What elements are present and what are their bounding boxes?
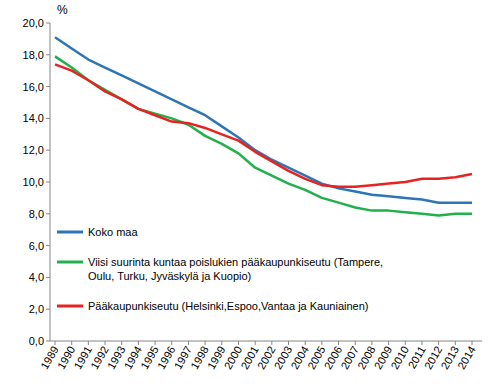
y-axis-label: % (57, 3, 68, 17)
y-tick-label: 18,0 (23, 49, 44, 61)
plot-area (55, 37, 472, 215)
y-tick (46, 54, 50, 55)
y-tick-label: 14,0 (23, 112, 44, 124)
legend-swatch (57, 231, 83, 234)
y-tick-label: 6,0 (29, 240, 44, 252)
x-tick (388, 341, 389, 345)
y-tick-label: 0,0 (29, 335, 44, 347)
y-tick-label: 8,0 (29, 208, 44, 220)
legend-label: Pääkaupunkiseutu (Helsinki,Espoo,Vantaa … (88, 300, 368, 312)
y-tick-label: 2,0 (29, 303, 44, 315)
x-tick (105, 341, 106, 345)
y-tick (46, 118, 50, 119)
x-tick (155, 341, 156, 345)
x-tick (455, 341, 456, 345)
y-tick (46, 245, 50, 246)
legend-swatch (57, 305, 83, 308)
legend-label: Viisi suurinta kuntaa poislukien pääkaup… (88, 256, 383, 282)
x-tick (271, 341, 272, 345)
y-tick (46, 23, 50, 24)
y-tick-label: 4,0 (29, 271, 44, 283)
x-tick (88, 341, 89, 345)
x-tick (438, 341, 439, 345)
series-line (55, 64, 472, 186)
y-tick (46, 182, 50, 183)
x-tick (71, 341, 72, 345)
x-tick (288, 341, 289, 345)
x-tick (188, 341, 189, 345)
x-tick (55, 341, 56, 345)
x-tick (405, 341, 406, 345)
y-tick (46, 213, 50, 214)
y-tick (46, 341, 50, 342)
x-tick (171, 341, 172, 345)
y-tick (46, 86, 50, 87)
x-tick-label: 2010 (388, 344, 411, 371)
x-tick (371, 341, 372, 345)
series-line (55, 37, 472, 202)
x-tick (238, 341, 239, 345)
x-tick (138, 341, 139, 345)
x-tick (421, 341, 422, 345)
x-tick (205, 341, 206, 345)
x-axis (50, 341, 482, 342)
x-tick (355, 341, 356, 345)
y-tick-label: 12,0 (23, 144, 44, 156)
y-tick-label: 10,0 (23, 176, 44, 188)
y-tick-label: 16,0 (23, 81, 44, 93)
chart: 0,0 2,0 4,0 6,0 8,0 10,0 12,0 14,0 16,0 18,0 20,0%… (0, 0, 493, 391)
x-tick (121, 341, 122, 345)
y-tick-label: 20,0 (23, 17, 44, 29)
legend-swatch (57, 261, 83, 264)
y-tick (46, 309, 50, 310)
x-tick (338, 341, 339, 345)
series-line (55, 56, 472, 215)
x-tick (321, 341, 322, 345)
x-tick (305, 341, 306, 345)
y-tick (46, 150, 50, 151)
legend-label: Koko maa (88, 226, 138, 238)
y-tick (46, 277, 50, 278)
x-tick (255, 341, 256, 345)
x-tick (472, 341, 473, 345)
x-tick-label: 2014 (455, 344, 478, 371)
x-tick (221, 341, 222, 345)
